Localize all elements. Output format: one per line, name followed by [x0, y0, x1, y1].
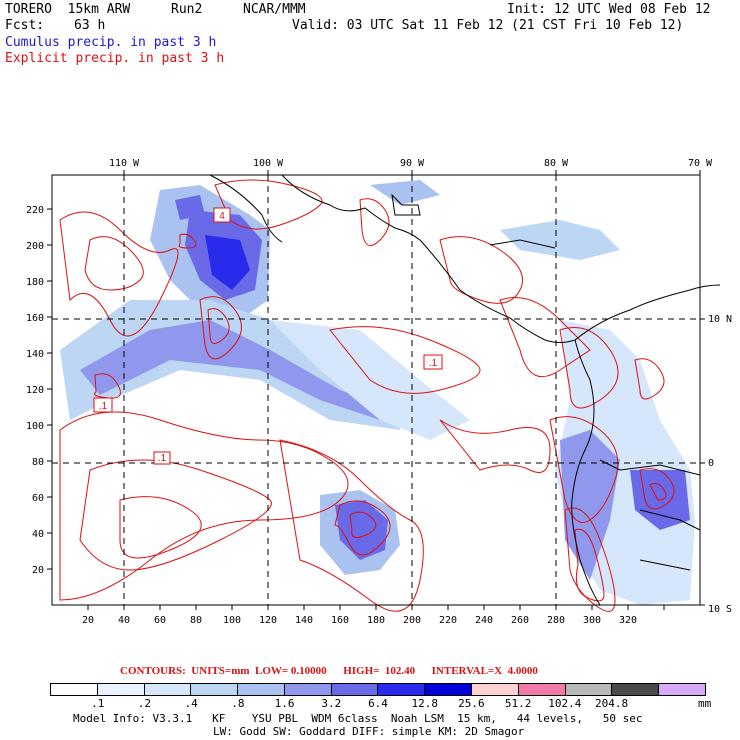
top-lon-label: 80 W — [544, 158, 569, 169]
right-lat-label: 10 N — [708, 314, 732, 325]
contour-label: 4 — [219, 211, 225, 222]
colorbar-label: .2 — [137, 697, 152, 710]
colorbar-swatch — [331, 684, 379, 695]
colorbar-swatch — [51, 684, 98, 695]
colorbar-label: 1.6 — [274, 697, 295, 710]
bottom-tick-label: 220 — [439, 615, 457, 626]
left-tick-label: 200 — [26, 241, 44, 252]
top-lon-label: 70 W — [688, 158, 713, 169]
left-tick-label: 220 — [26, 205, 44, 216]
graticule — [52, 175, 700, 605]
contour-label: .1 — [99, 401, 108, 412]
colorbar-swatch — [238, 684, 285, 695]
colorbar-label: .8 — [231, 697, 245, 710]
contour-label-boxes: .1 .1 .1 4 — [93, 207, 443, 465]
contour-label: .1 — [429, 358, 438, 369]
colorbar-swatch — [97, 684, 145, 695]
valid-time: Valid: 03 UTC Sat 11 Feb 12 (21 CST Fri … — [292, 18, 684, 33]
colorbar-swatch — [518, 684, 566, 695]
colorbar-units: mm — [698, 697, 712, 710]
colorbar-label: 102.4 — [548, 697, 582, 710]
left-tick-label: 20 — [32, 565, 44, 576]
contour-label: .1 — [158, 453, 167, 464]
left-tick-label: 180 — [26, 277, 44, 288]
bottom-tick-label: 100 — [223, 615, 241, 626]
left-tick-label: 120 — [26, 385, 44, 396]
bottom-tick-label: 160 — [331, 615, 349, 626]
run-label: Run2 — [171, 2, 203, 17]
bottom-tick-label: 240 — [475, 615, 493, 626]
bottom-tick-label: 180 — [367, 615, 385, 626]
bottom-tick-label: 260 — [511, 615, 529, 626]
colorbar-swatch — [612, 684, 660, 695]
top-lon-label: 110 W — [109, 158, 140, 169]
colorbar-label: .4 — [184, 697, 198, 710]
colorbar-label: 6.4 — [368, 697, 388, 710]
colorbar — [50, 683, 706, 696]
contour-interval: INTERVAL=X 4.0000 — [431, 665, 538, 677]
bottom-tick-label: 40 — [118, 615, 130, 626]
colorbar-label: 204.8 — [595, 697, 629, 710]
colorbar-label: 25.6 — [458, 697, 485, 710]
contour-info: CONTOURS: UNITS=mm LOW= 0.10000 HIGH= 10… — [120, 665, 538, 677]
contour-high: HIGH= 102.40 — [343, 665, 416, 677]
contour-units: CONTOURS: UNITS=mm LOW= 0.10000 — [120, 665, 327, 677]
left-tick-label: 140 — [26, 349, 44, 360]
bottom-tick-label: 20 — [82, 615, 94, 626]
right-lat-label: 10 S — [708, 604, 732, 615]
left-tick-label: 60 — [32, 493, 44, 504]
top-lon-label: 100 W — [253, 158, 284, 169]
precip-shading — [60, 180, 695, 605]
org-label: NCAR/MMM — [243, 2, 306, 17]
colorbar-swatch — [144, 684, 192, 695]
colorbar-swatch — [565, 684, 613, 695]
colorbar-swatch — [378, 684, 426, 695]
bottom-tick-label: 280 — [547, 615, 565, 626]
model-info: Model Info: V3.3.1 KF YSU PBL WDM 6class… — [73, 712, 643, 725]
bottom-tick-label: 140 — [295, 615, 313, 626]
colorbar-label: .1 — [91, 697, 105, 710]
physics-info: LW: Godd SW: Goddard DIFF: simple KM: 2D… — [213, 725, 525, 738]
right-lat-label: 0 — [708, 458, 714, 469]
explicit-legend: Explicit precip. in past 3 h — [5, 51, 225, 66]
bottom-tick-label: 300 — [583, 615, 601, 626]
colorbar-label: 12.8 — [411, 697, 438, 710]
bottom-tick-label: 200 — [403, 615, 421, 626]
cumulus-legend: Cumulus precip. in past 3 h — [5, 35, 217, 50]
colorbar-swatch — [659, 684, 705, 695]
fcst-value: 63 h — [74, 18, 106, 33]
init-time: Init: 12 UTC Wed 08 Feb 12 — [507, 2, 711, 17]
colorbar-swatch — [191, 684, 239, 695]
colorbar-swatch — [472, 684, 519, 695]
model-title: TORERO 15km ARW — [5, 2, 131, 17]
bottom-tick-label: 320 — [619, 615, 637, 626]
bottom-tick-label: 80 — [190, 615, 202, 626]
left-tick-label: 40 — [32, 529, 44, 540]
bottom-tick-label: 60 — [154, 615, 166, 626]
left-tick-label: 100 — [26, 421, 44, 432]
tick-marks — [47, 170, 705, 610]
left-tick-label: 160 — [26, 313, 44, 324]
left-tick-label: 80 — [32, 457, 44, 468]
fcst-label: Fcst: — [5, 18, 45, 33]
top-lon-label: 90 W — [400, 158, 425, 169]
colorbar-label: 51.2 — [504, 697, 532, 710]
colorbar-swatch — [284, 684, 332, 695]
colorbar-swatch — [425, 684, 473, 695]
bottom-tick-label: 120 — [259, 615, 277, 626]
colorbar-label: 3.2 — [321, 697, 342, 710]
